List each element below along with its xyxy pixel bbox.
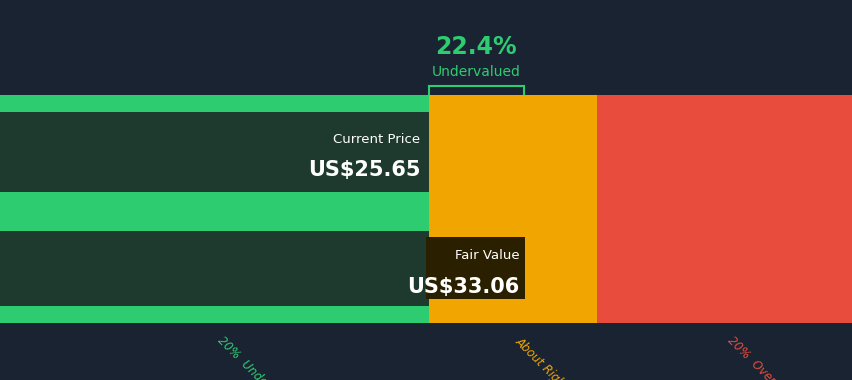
Text: 20%  Undervalued: 20% Undervalued [215,334,301,380]
Bar [0,95,429,323]
Text: US$33.06: US$33.06 [406,277,519,296]
Bar [0,218,429,231]
Text: About Right: About Right [512,334,571,380]
Text: 20%  Overvalued: 20% Overvalued [724,334,805,380]
Bar [426,237,524,299]
Text: Current Price: Current Price [333,133,420,146]
Text: US$25.65: US$25.65 [308,160,420,180]
Bar [596,95,852,323]
Bar [0,100,429,204]
Text: 22.4%: 22.4% [435,35,516,59]
Bar [0,100,429,112]
Bar [429,95,596,323]
Text: Fair Value: Fair Value [454,249,519,262]
Bar [0,218,429,318]
Bar [0,192,429,204]
Bar [0,204,429,218]
Text: Undervalued: Undervalued [431,65,521,79]
Bar [0,306,429,318]
